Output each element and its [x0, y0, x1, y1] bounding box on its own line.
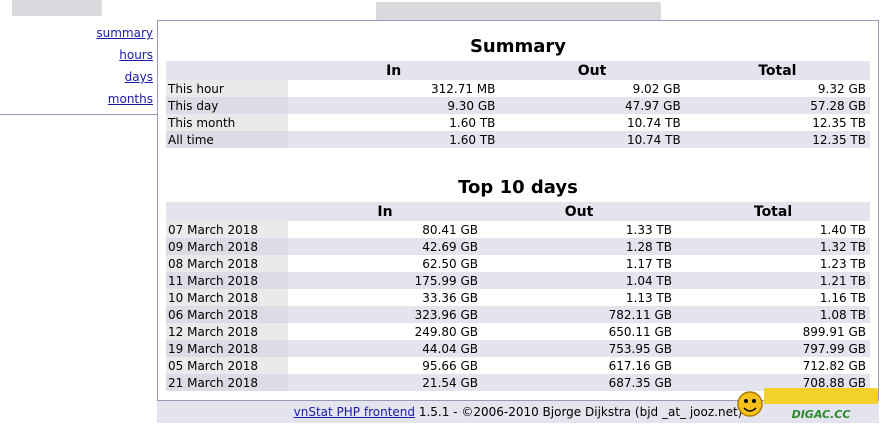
- row-label-cell: 19 March 2018: [166, 340, 288, 357]
- row-label-cell: 09 March 2018: [166, 238, 288, 255]
- out-value-cell: 650.11 GB: [482, 323, 676, 340]
- in-value-cell: 80.41 GB: [288, 221, 482, 238]
- in-value-cell: 33.36 GB: [288, 289, 482, 306]
- in-value-cell: 249.80 GB: [288, 323, 482, 340]
- total-value-cell: 708.88 GB: [676, 374, 870, 391]
- total-value-cell: 1.23 TB: [676, 255, 870, 272]
- in-value-cell: 175.99 GB: [288, 272, 482, 289]
- blurred-header-fragment: [12, 0, 102, 16]
- vnstat-link[interactable]: vnStat PHP frontend: [293, 405, 416, 419]
- nav-link-summary[interactable]: summary: [96, 26, 153, 40]
- row-label-cell: 08 March 2018: [166, 255, 288, 272]
- table-row: 06 March 2018 323.96 GB 782.11 GB 1.08 TB: [166, 306, 870, 323]
- in-value-cell: 95.66 GB: [288, 357, 482, 374]
- out-value-cell: 1.28 TB: [482, 238, 676, 255]
- in-value-cell: 9.30 GB: [288, 97, 500, 114]
- out-value-cell: 782.11 GB: [482, 306, 676, 323]
- table-row: This month 1.60 TB 10.74 TB 12.35 TB: [166, 114, 870, 131]
- out-value-cell: 10.74 TB: [499, 114, 685, 131]
- in-value-cell: 1.60 TB: [288, 114, 500, 131]
- column-header-out: Out: [499, 61, 685, 80]
- column-header-total: Total: [684, 61, 870, 80]
- total-value-cell: 57.28 GB: [684, 97, 870, 114]
- in-value-cell: 1.60 TB: [288, 131, 500, 148]
- summary-table: In Out Total This hour 312.71 MB 9.02 GB 9.…: [166, 61, 870, 148]
- footer-credit-text: 1.5.1 - ©2006-2010 Bjorge Dijkstra (bjd …: [415, 405, 743, 419]
- table-row: 05 March 2018 95.66 GB 617.16 GB 712.82 GB: [166, 357, 870, 374]
- watermark-logo: DIGAC.CC: [734, 382, 884, 424]
- row-label-cell: 07 March 2018: [166, 221, 288, 238]
- nav-link-days[interactable]: days: [124, 70, 153, 84]
- out-value-cell: 10.74 TB: [499, 131, 685, 148]
- header-label-cell: [166, 202, 288, 221]
- watermark-text: DIGAC.CC: [792, 408, 851, 421]
- row-label-cell: All time: [166, 131, 288, 148]
- total-value-cell: 1.32 TB: [676, 238, 870, 255]
- row-label-cell: 21 March 2018: [166, 374, 288, 391]
- in-value-cell: 62.50 GB: [288, 255, 482, 272]
- table-row: This hour 312.71 MB 9.02 GB 9.32 GB: [166, 80, 870, 97]
- total-value-cell: 9.32 GB: [684, 80, 870, 97]
- table-row: 09 March 2018 42.69 GB 1.28 TB 1.32 TB: [166, 238, 870, 255]
- total-value-cell: 1.08 TB: [676, 306, 870, 323]
- table-row: 21 March 2018 21.54 GB 687.35 GB 708.88 GB: [166, 374, 870, 391]
- main-content: Summary In Out Total This hour 312.71 MB 9…: [157, 21, 879, 423]
- column-header-in: In: [288, 202, 482, 221]
- column-header-in: In: [288, 61, 500, 80]
- header-divider: [157, 20, 879, 21]
- total-value-cell: 899.91 GB: [676, 323, 870, 340]
- out-value-cell: 617.16 GB: [482, 357, 676, 374]
- out-value-cell: 687.35 GB: [482, 374, 676, 391]
- table-row: 07 March 2018 80.41 GB 1.33 TB 1.40 TB: [166, 221, 870, 238]
- total-value-cell: 1.16 TB: [676, 289, 870, 306]
- in-value-cell: 42.69 GB: [288, 238, 482, 255]
- table-header-row: In Out Total: [166, 202, 870, 221]
- sidebar-nav: summary hours days months: [0, 22, 157, 115]
- total-value-cell: 1.40 TB: [676, 221, 870, 238]
- out-value-cell: 47.97 GB: [499, 97, 685, 114]
- total-value-cell: 797.99 GB: [676, 340, 870, 357]
- in-value-cell: 312.71 MB: [288, 80, 500, 97]
- out-value-cell: 1.13 TB: [482, 289, 676, 306]
- in-value-cell: 44.04 GB: [288, 340, 482, 357]
- column-header-out: Out: [482, 202, 676, 221]
- nav-link-months[interactable]: months: [107, 92, 153, 106]
- top10-table: In Out Total 07 March 2018 80.41 GB 1.33 T…: [166, 202, 870, 391]
- total-value-cell: 12.35 TB: [684, 114, 870, 131]
- table-row: 12 March 2018 249.80 GB 650.11 GB 899.91 GB: [166, 323, 870, 340]
- nav-link-hours[interactable]: hours: [119, 48, 153, 62]
- out-value-cell: 1.33 TB: [482, 221, 676, 238]
- table-row: 08 March 2018 62.50 GB 1.17 TB 1.23 TB: [166, 255, 870, 272]
- out-value-cell: 9.02 GB: [499, 80, 685, 97]
- total-value-cell: 1.21 TB: [676, 272, 870, 289]
- in-value-cell: 21.54 GB: [288, 374, 482, 391]
- row-label-cell: This day: [166, 97, 288, 114]
- table-row: 10 March 2018 33.36 GB 1.13 TB 1.16 TB: [166, 289, 870, 306]
- row-label-cell: This month: [166, 114, 288, 131]
- total-value-cell: 712.82 GB: [676, 357, 870, 374]
- out-value-cell: 1.04 TB: [482, 272, 676, 289]
- header-label-cell: [166, 61, 288, 80]
- in-value-cell: 323.96 GB: [288, 306, 482, 323]
- total-value-cell: 12.35 TB: [684, 131, 870, 148]
- column-header-total: Total: [676, 202, 870, 221]
- row-label-cell: 05 March 2018: [166, 357, 288, 374]
- table-header-row: In Out Total: [166, 61, 870, 80]
- table-row: This day 9.30 GB 47.97 GB 57.28 GB: [166, 97, 870, 114]
- row-label-cell: 12 March 2018: [166, 323, 288, 340]
- out-value-cell: 753.95 GB: [482, 340, 676, 357]
- blurred-header-fragment: [376, 2, 661, 20]
- table-row: 19 March 2018 44.04 GB 753.95 GB 797.99 GB: [166, 340, 870, 357]
- out-value-cell: 1.17 TB: [482, 255, 676, 272]
- row-label-cell: 06 March 2018: [166, 306, 288, 323]
- table-row: 11 March 2018 175.99 GB 1.04 TB 1.21 TB: [166, 272, 870, 289]
- summary-title: Summary: [469, 36, 567, 57]
- footer: vnStat PHP frontend 1.5.1 - ©2006-2010 B…: [157, 400, 879, 423]
- top10-title: Top 10 days: [458, 177, 578, 198]
- row-label-cell: 11 March 2018: [166, 272, 288, 289]
- row-label-cell: This hour: [166, 80, 288, 97]
- table-row: All time 1.60 TB 10.74 TB 12.35 TB: [166, 131, 870, 148]
- row-label-cell: 10 March 2018: [166, 289, 288, 306]
